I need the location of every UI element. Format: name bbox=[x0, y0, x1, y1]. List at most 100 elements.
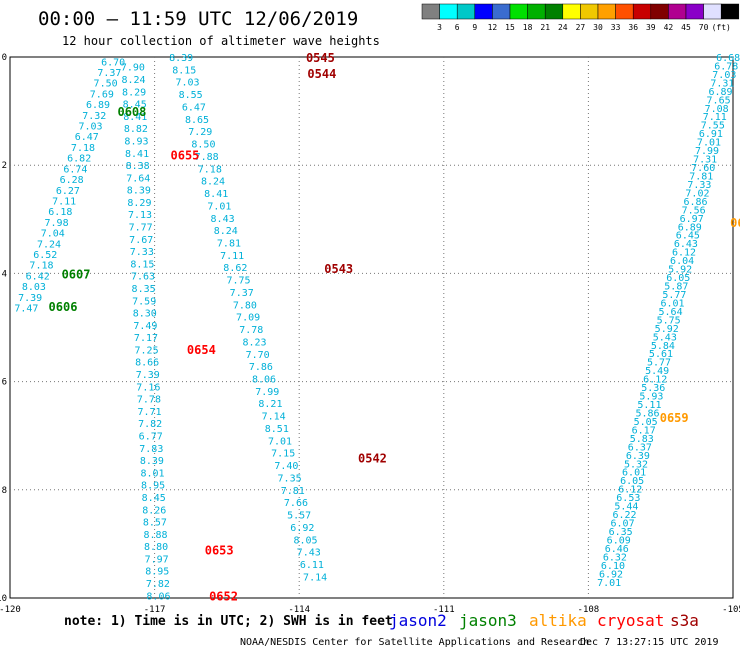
colorbar-swatch bbox=[439, 3, 458, 20]
swh-value: 7.55 bbox=[701, 121, 725, 132]
swh-value: 5.93 bbox=[639, 392, 663, 403]
colorbar-swatch bbox=[544, 3, 564, 20]
swh-value: 6.01 bbox=[622, 468, 646, 479]
swh-value: 7.60 bbox=[691, 163, 715, 174]
swh-value: 8.01 bbox=[140, 468, 164, 479]
pass-time-label: 0653 bbox=[205, 543, 234, 557]
swh-value: 7.33 bbox=[130, 247, 154, 258]
swh-value: 5.75 bbox=[657, 315, 681, 326]
swh-value: 5.83 bbox=[630, 434, 654, 445]
colorbar-label: 9 bbox=[472, 23, 477, 32]
swh-value: 8.57 bbox=[143, 518, 167, 529]
colorbar-swatch bbox=[703, 3, 722, 20]
colorbar-label: 42 bbox=[664, 23, 674, 32]
swh-value: 7.32 bbox=[82, 111, 106, 122]
swh-value: 7.37 bbox=[97, 68, 121, 79]
swh-value: 6.11 bbox=[300, 560, 324, 571]
swh-value: 8.45 bbox=[123, 100, 147, 111]
swh-value: 5.84 bbox=[651, 341, 675, 352]
swh-value: 7.88 bbox=[195, 152, 219, 163]
swh-value: 7.47 bbox=[14, 303, 38, 314]
swh-value: 7.03 bbox=[712, 70, 736, 81]
swh-value: 5.57 bbox=[287, 511, 311, 522]
swh-value: 7.56 bbox=[682, 205, 706, 216]
x-tick-label: -105 bbox=[722, 605, 740, 615]
swh-value: 6.86 bbox=[683, 197, 707, 208]
swh-value: 6.42 bbox=[26, 271, 50, 282]
swh-value: 5.43 bbox=[653, 332, 677, 343]
swh-value: 7.03 bbox=[175, 78, 199, 89]
swh-value: 7.08 bbox=[705, 104, 729, 115]
colorbar-label: (ft) bbox=[712, 23, 731, 32]
swh-value: 8.35 bbox=[132, 284, 156, 295]
pass-time-label: 0543 bbox=[324, 262, 353, 276]
x-tick-label: -120 bbox=[0, 605, 21, 615]
swh-value: 5.77 bbox=[662, 290, 686, 301]
swh-value: 8.80 bbox=[144, 542, 168, 553]
swh-value: 7.83 bbox=[139, 444, 163, 455]
swh-value: 7.69 bbox=[90, 89, 114, 100]
swh-value: 5.44 bbox=[614, 502, 638, 513]
swh-value: 8.30 bbox=[133, 309, 157, 320]
swh-value: 6.35 bbox=[609, 527, 633, 538]
swh-value: 8.55 bbox=[179, 90, 203, 101]
swh-value: 6.39 bbox=[626, 451, 650, 462]
swh-value: 6.10 bbox=[601, 561, 625, 572]
swh-value: 7.70 bbox=[246, 350, 270, 361]
swh-value: 6.68 bbox=[716, 53, 740, 64]
swh-value: 7.15 bbox=[271, 449, 295, 460]
swh-value: 6.27 bbox=[56, 186, 80, 197]
colorbar-swatch bbox=[685, 3, 704, 20]
plot-area: -120 -117 -114 -111 -108 -105 0 -2 -4 -6 -8 -10 6.70… bbox=[0, 51, 740, 615]
legend-entry: jason3 bbox=[459, 611, 517, 630]
swh-value: 6.77 bbox=[139, 431, 163, 442]
colorbar-swatch bbox=[509, 3, 528, 20]
colorbar-swatch bbox=[597, 3, 616, 20]
pass-time-label: 0608 bbox=[117, 105, 146, 119]
swh-value: 7.81 bbox=[217, 238, 241, 249]
colorbar-label: 70 bbox=[699, 23, 709, 32]
swh-value: 6.46 bbox=[605, 544, 629, 555]
swh-value: 6.82 bbox=[67, 154, 91, 165]
colorbar-label: 24 bbox=[558, 23, 568, 32]
swh-value: 8.39 bbox=[169, 53, 193, 64]
y-tick-label: -2 bbox=[0, 161, 7, 171]
swh-value: 6.52 bbox=[33, 250, 57, 261]
footnote: note: 1) Time is in UTC; 2) SWH is in fe… bbox=[64, 614, 393, 629]
swh-value: 7.67 bbox=[129, 235, 153, 246]
swh-value: 8.65 bbox=[185, 115, 209, 126]
swh-value: 7.64 bbox=[126, 173, 150, 184]
swh-value: 8.41 bbox=[204, 189, 228, 200]
swh-value: 6.05 bbox=[620, 476, 644, 487]
swh-value: 7.17 bbox=[134, 333, 158, 344]
swh-value: 7.99 bbox=[255, 387, 279, 398]
swh-value: 7.11 bbox=[220, 251, 244, 262]
colorbar-swatch bbox=[492, 3, 511, 20]
swh-value: 6.92 bbox=[290, 523, 314, 534]
swh-value: 6.47 bbox=[182, 102, 206, 113]
swh-value: 8.38 bbox=[126, 161, 150, 172]
chart-title: 00:00 – 11:59 UTC 12/06/2019 bbox=[38, 8, 358, 30]
legend-entry: s3a bbox=[670, 611, 699, 630]
pass-time-label: 0545 bbox=[306, 51, 335, 65]
generated-timestamp: Dec 7 13:27:15 UTC 2019 bbox=[580, 637, 718, 648]
colorbar-swatch bbox=[580, 3, 599, 20]
swh-value: 6.37 bbox=[628, 442, 652, 453]
swh-value: 7.31 bbox=[710, 78, 734, 89]
swh-value: 8.43 bbox=[211, 214, 235, 225]
colorbar-label: 39 bbox=[646, 23, 656, 32]
swh-value: 7.75 bbox=[226, 276, 250, 287]
colorbar-swatch bbox=[527, 3, 546, 20]
swh-value: 6.32 bbox=[603, 552, 627, 563]
swh-value: 7.81 bbox=[281, 486, 305, 497]
y-tick-label: -4 bbox=[0, 269, 7, 279]
swh-value: 5.86 bbox=[635, 408, 659, 419]
swh-value: 8.05 bbox=[293, 535, 317, 546]
swh-value: 6.12 bbox=[672, 248, 696, 259]
legend-entry: altika bbox=[529, 611, 587, 630]
x-tick-label: -108 bbox=[578, 605, 600, 615]
swh-value: 5.49 bbox=[645, 366, 669, 377]
swh-value: 8.95 bbox=[145, 567, 169, 578]
swh-value: 7.35 bbox=[278, 473, 302, 484]
swh-value: 7.01 bbox=[207, 201, 231, 212]
